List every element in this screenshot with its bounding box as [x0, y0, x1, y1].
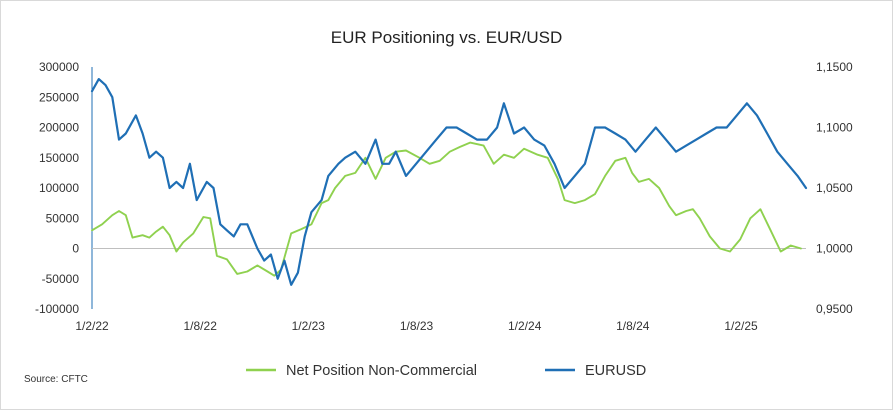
y-left-tick-label: 100000: [39, 181, 79, 195]
x-tick-label: 1/8/22: [184, 319, 218, 333]
y-right-ticks: 0,9500 1,0000 1,0500 1,1000 1,1500: [816, 60, 853, 316]
x-tick-label: 1/2/25: [724, 319, 758, 333]
x-ticks: 1/2/22 1/8/22 1/2/23 1/8/23 1/2/24 1/8/24 1/2/…: [75, 319, 758, 333]
source-note: Source: CFTC: [24, 374, 88, 385]
y-left-tick-label: 300000: [39, 60, 79, 74]
series-line-eurusd: [90, 78, 808, 286]
y-right-tick-label: 1,0500: [816, 181, 853, 195]
y-right-tick-label: 1,1000: [816, 121, 853, 135]
y-right-tick-label: 1,1500: [816, 60, 853, 74]
chart-title: EUR Positioning vs. EUR/USD: [331, 28, 562, 47]
legend-label-eurusd: EURUSD: [585, 363, 646, 379]
y-left-tick-label: 250000: [39, 90, 79, 104]
y-left-ticks: -100000 -50000 0 50000 100000 150000 200000 250…: [35, 60, 79, 316]
y-right-tick-label: 0,9500: [816, 302, 853, 316]
legend-label-net-position: Net Position Non-Commercial: [286, 363, 477, 379]
x-tick-label: 1/2/24: [508, 319, 542, 333]
y-left-tick-label: -100000: [35, 302, 79, 316]
x-tick-label: 1/8/23: [400, 319, 434, 333]
x-tick-label: 1/2/22: [75, 319, 109, 333]
x-tick-label: 1/8/24: [616, 319, 650, 333]
legend: Net Position Non-Commercial EURUSD: [246, 363, 646, 379]
y-left-tick-label: 0: [72, 242, 79, 256]
series-layer: [90, 78, 808, 286]
x-tick-label: 1/2/23: [292, 319, 326, 333]
y-left-tick-label: 50000: [46, 211, 80, 225]
series-line-net-position: [91, 141, 802, 277]
y-right-tick-label: 1,0000: [816, 242, 853, 256]
y-left-tick-label: 200000: [39, 121, 79, 135]
y-left-tick-label: 150000: [39, 151, 79, 165]
y-left-tick-label: -50000: [42, 272, 80, 286]
